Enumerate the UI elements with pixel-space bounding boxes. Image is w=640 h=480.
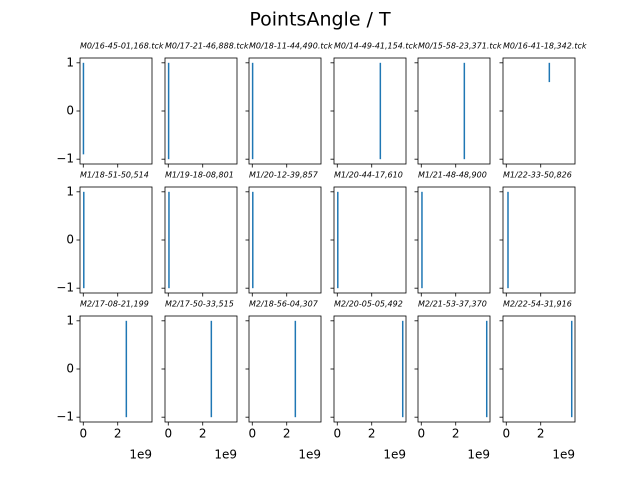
subplot-title: M2/17-50-33,515 [165,300,234,309]
x-offset-label: 1e9 [298,448,321,462]
subplot-title: M2/22-54-31,916 [503,300,572,309]
subplot-title: M1/20-44-17,610 [334,171,403,180]
x-offset-label: 1e9 [552,448,575,462]
subplot-title: M2/21-53-37,370 [418,300,487,309]
subplot-title: M2/20-05-05,492 [334,300,403,309]
y-tick-label: 1 [66,55,74,69]
y-tick-label: −1 [56,281,74,295]
subplot-title: M0/18-11-44,490.tck [249,42,333,51]
y-tick-label: 1 [66,313,74,327]
subplot-title: M0/14-49-41,154.tck [334,42,418,51]
y-tick-label: −1 [56,152,74,166]
y-tick-label: 0 [66,233,74,247]
subplot-title: M0/17-21-46,888.tck [165,42,249,51]
subplot-title: M1/21-48-48,900 [418,171,487,180]
x-offset-label: 1e9 [214,448,237,462]
subplot-title: M2/17-08-21,199 [80,300,149,309]
subplot-title: M0/16-45-01,168.tck [80,42,164,51]
x-tick-label: 2 [452,427,460,441]
x-tick-label: 0 [79,427,87,441]
figure-title: PointsAngle / T [249,9,391,31]
x-tick-label: 0 [248,427,256,441]
x-tick-label: 0 [417,427,425,441]
x-tick-label: 0 [333,427,341,441]
y-tick-label: −1 [56,410,74,424]
x-offset-label: 1e9 [129,448,152,462]
x-tick-label: 0 [164,427,172,441]
x-tick-label: 0 [502,427,510,441]
x-offset-label: 1e9 [383,448,406,462]
subplot-title: M2/18-56-04,307 [249,300,319,309]
subplot-title: M0/16-41-18,342.tck [503,42,587,51]
subplot-title: M1/22-33-50,826 [503,171,572,180]
x-tick-label: 2 [537,427,545,441]
x-tick-label: 2 [199,427,207,441]
y-tick-label: 1 [66,184,74,198]
y-tick-label: 0 [66,362,74,376]
y-tick-label: 0 [66,104,74,118]
x-tick-label: 2 [368,427,376,441]
subplot-title: M0/15-58-23,371.tck [418,42,502,51]
x-tick-label: 2 [114,427,122,441]
subplot-title: M1/19-18-08,801 [165,171,234,180]
x-tick-label: 2 [283,427,291,441]
subplot-title: M1/18-51-50,514 [80,171,149,180]
x-offset-label: 1e9 [467,448,490,462]
subplot-title: M1/20-12-39,857 [249,171,319,180]
